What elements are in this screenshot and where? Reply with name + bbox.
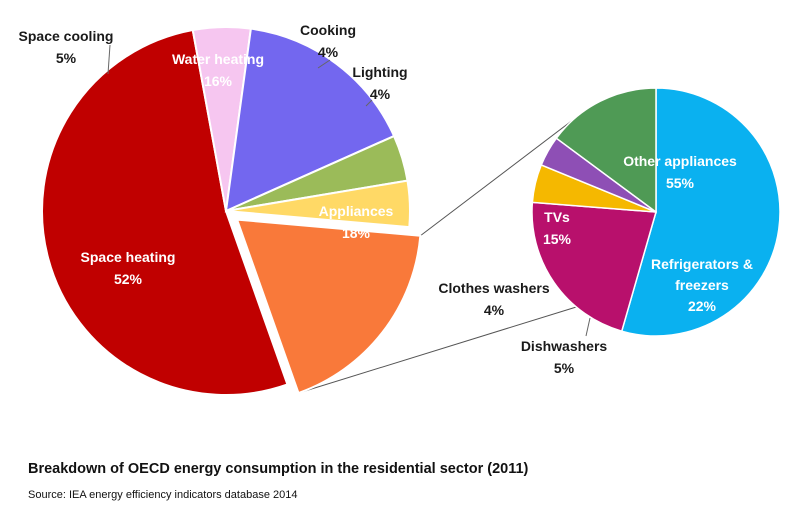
label-water-heating-value: 16% <box>204 73 233 89</box>
label-refrigerators-and-freezers-value: 22% <box>688 298 717 314</box>
label-appliances-name: Appliances <box>319 203 394 219</box>
label-space-cooling-name: Space cooling <box>19 28 114 44</box>
connector-line-top <box>420 119 574 237</box>
label-space-cooling-value: 5% <box>56 50 77 66</box>
label-lighting-value: 4% <box>370 86 391 102</box>
connector-line-bottom <box>298 306 577 394</box>
slice-lighting <box>225 179 411 229</box>
slice-appliances <box>235 218 422 395</box>
label-tvs-value: 15% <box>543 231 572 247</box>
main-pie <box>41 26 422 396</box>
appliances-breakdown-pie <box>531 87 781 337</box>
label-refrigerators-and-freezers-name-2: freezers <box>675 277 729 293</box>
label-space-heating-value: 52% <box>114 271 143 287</box>
chart-source: Source: IEA energy efficiency indicators… <box>28 489 298 501</box>
label-cooking-value: 4% <box>318 44 339 60</box>
leader-line-lighting <box>365 99 373 107</box>
leader-line-space-cooling <box>107 44 111 75</box>
chart-caption: Breakdown of OECD energy consumption in … <box>28 461 529 477</box>
leader-line-cooking <box>317 59 331 69</box>
label-other-appliances-value: 55% <box>666 175 695 191</box>
slice-space-heating <box>41 28 289 396</box>
label-lighting-name: Lighting <box>352 64 407 80</box>
slice-labels: Space heating 52% Space cooling 5% Water hea… <box>19 22 753 376</box>
label-tvs-name: TVs <box>544 209 570 225</box>
label-cooking-name: Cooking <box>300 22 356 38</box>
leader-line-dishwashers <box>585 317 591 337</box>
leader-lines <box>107 44 591 337</box>
slice-refrigerators-and-freezers <box>531 201 657 333</box>
label-clothes-washers-value: 4% <box>484 302 505 318</box>
label-refrigerators-and-freezers-name-1: Refrigerators & <box>651 256 753 272</box>
label-clothes-washers-name: Clothes washers <box>438 280 549 296</box>
connector-lines <box>298 119 577 394</box>
slice-water-heating <box>224 27 396 213</box>
label-space-heating-name: Space heating <box>81 249 176 265</box>
label-dishwashers-name: Dishwashers <box>521 338 608 354</box>
label-other-appliances-name: Other appliances <box>623 153 737 169</box>
slice-tvs <box>555 87 657 214</box>
label-dishwashers-value: 5% <box>554 360 575 376</box>
label-water-heating-name: Water heating <box>172 51 264 67</box>
slice-other-appliances <box>620 87 781 337</box>
label-appliances-value: 18% <box>342 225 371 241</box>
